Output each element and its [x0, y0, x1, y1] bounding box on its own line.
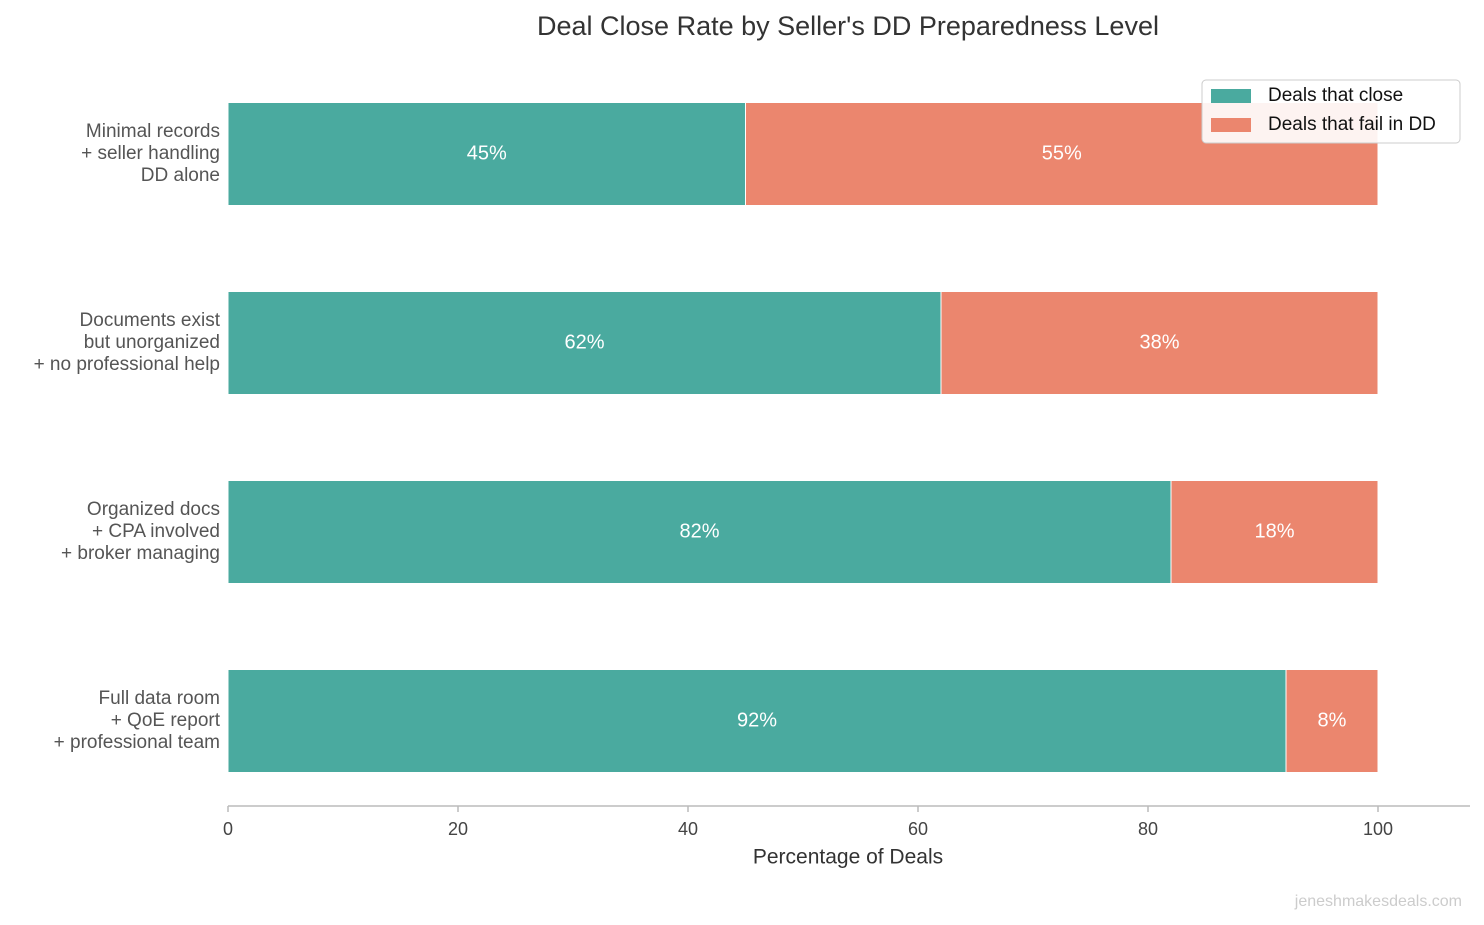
x-tick-label: 60	[908, 819, 928, 839]
legend-label: Deals that close	[1268, 85, 1403, 106]
x-tick-label: 0	[223, 819, 233, 839]
x-tick-label: 100	[1363, 819, 1393, 839]
x-tick-label: 40	[678, 819, 698, 839]
bar	[1285, 669, 1379, 773]
bar	[1170, 480, 1379, 584]
bar	[227, 480, 1172, 584]
y-tick-label: Minimal records + seller handling DD alone	[81, 121, 220, 186]
watermark: jeneshmakesdeals.com	[1294, 893, 1462, 910]
legend-label: Deals that fail in DD	[1268, 114, 1436, 135]
bar-label: 55%	[1042, 142, 1082, 164]
bar-label: 62%	[564, 331, 604, 353]
bar-label: 45%	[467, 142, 507, 164]
bar	[227, 291, 942, 395]
legend-swatch	[1211, 118, 1251, 132]
bar-label: 92%	[737, 709, 777, 731]
y-tick-label: Full data room + QoE report + professional…	[54, 688, 221, 753]
bar	[227, 669, 1287, 773]
bar-label: 18%	[1254, 520, 1294, 542]
x-tick-label: 80	[1138, 819, 1158, 839]
y-tick-label: Documents exist but unorganized + no profe…	[34, 310, 221, 375]
legend-box	[1201, 79, 1461, 144]
bar-label: 8%	[1318, 709, 1347, 731]
bar-label: 82%	[679, 520, 719, 542]
x-tick-label: 20	[448, 819, 468, 839]
bar	[227, 102, 746, 206]
bar	[940, 291, 1379, 395]
bar-label: 38%	[1139, 331, 1179, 353]
y-tick-label: Organized docs + CPA involved + broker man…	[61, 499, 220, 564]
x-axis-label: Percentage of Deals	[753, 846, 943, 869]
legend-swatch	[1211, 89, 1251, 103]
chart-title: Deal Close Rate by Seller's DD Preparedn…	[537, 11, 1159, 41]
